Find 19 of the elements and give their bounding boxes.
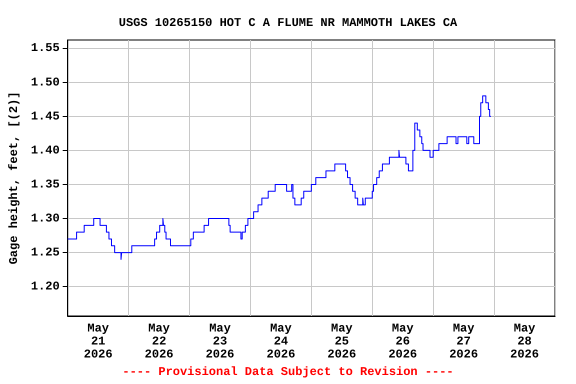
y-tick-label: 1.25: [30, 246, 60, 260]
y-axis-title: Gage height, feet, [(2)]: [7, 92, 21, 264]
y-tick-label: 1.50: [30, 75, 60, 90]
x-tick-label: May 25 2026: [327, 322, 356, 362]
y-tick-label: 1.55: [30, 41, 60, 56]
x-tick-label: May 26 2026: [388, 322, 418, 362]
x-tick-label: May 27 2026: [449, 322, 478, 362]
y-tick-label: 1.20: [30, 280, 60, 294]
x-tick-label: May 24 2026: [266, 322, 296, 362]
text: ---- Provisional Data Subject to Revision ----: [122, 365, 454, 379]
x-tick-label: May 22 2026: [144, 322, 174, 362]
y-tick-label: 1.40: [30, 143, 60, 158]
chart-title: USGS 10265150 HOT C A FLUME NR MAMMOTH LAKES CA: [118, 16, 458, 30]
y-tick-label: 1.35: [30, 177, 60, 192]
x-tick-label: May 21 2026: [84, 322, 113, 362]
x-tick-label: May 28 2026: [510, 322, 539, 362]
y-tick-label: 1.45: [30, 109, 60, 124]
y-tick-label: 1.30: [30, 212, 60, 226]
x-tick-label: May 23 2026: [206, 322, 234, 362]
